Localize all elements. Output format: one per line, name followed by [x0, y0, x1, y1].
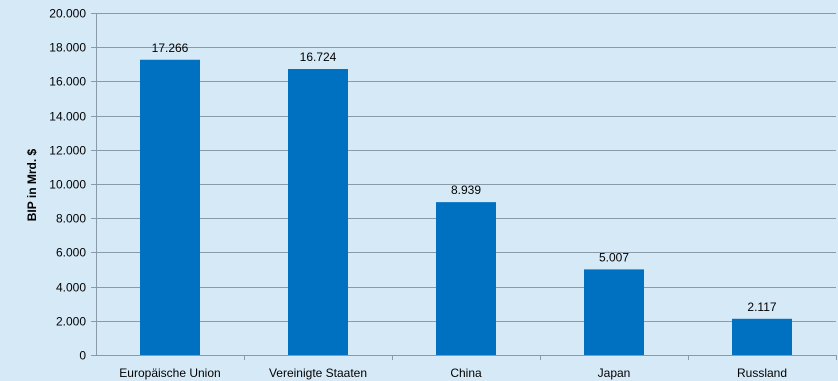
y-tick-label: 8.000 [56, 212, 86, 226]
y-tick-label: 10.000 [49, 178, 86, 192]
x-category-label: Vereinigte Staaten [269, 366, 367, 380]
y-tick-label: 12.000 [49, 144, 86, 158]
y-tick-label: 18.000 [49, 41, 86, 55]
y-axis-title: BIP in Mrd. $ [25, 148, 39, 221]
bar [436, 202, 496, 355]
data-label: 16.724 [300, 50, 337, 64]
y-tick-label: 2.000 [56, 315, 86, 329]
bar [584, 269, 644, 355]
category-labels: Europäische Union Vereinigte Staaten China… [119, 366, 787, 380]
x-category-label: Europäische Union [119, 366, 220, 380]
bars [140, 59, 792, 356]
y-tick-label: 6.000 [56, 246, 86, 260]
data-label: 5.007 [599, 250, 629, 264]
y-tick-label: 14.000 [49, 110, 86, 124]
y-tick-label: 20.000 [49, 7, 86, 21]
x-category-label: Japan [598, 366, 631, 380]
data-labels: 17.266 16.724 8.939 5.007 2.117 [152, 41, 777, 314]
x-category-label: China [450, 366, 482, 380]
data-label: 2.117 [747, 300, 776, 314]
y-tick-labels: 0 2.000 4.000 6.000 8.000 10.000 12.000 14.000 1… [49, 7, 86, 363]
bar [732, 318, 792, 355]
data-label: 8.939 [451, 183, 481, 197]
data-label: 17.266 [152, 41, 189, 55]
x-category-label: Russland [737, 366, 787, 380]
y-tick-label: 4.000 [56, 281, 86, 295]
bar [140, 59, 200, 355]
bar [288, 69, 348, 356]
gridlines [96, 13, 836, 322]
y-tick-label: 0 [79, 349, 86, 363]
y-tick-label: 16.000 [49, 75, 86, 89]
axes [91, 13, 837, 360]
